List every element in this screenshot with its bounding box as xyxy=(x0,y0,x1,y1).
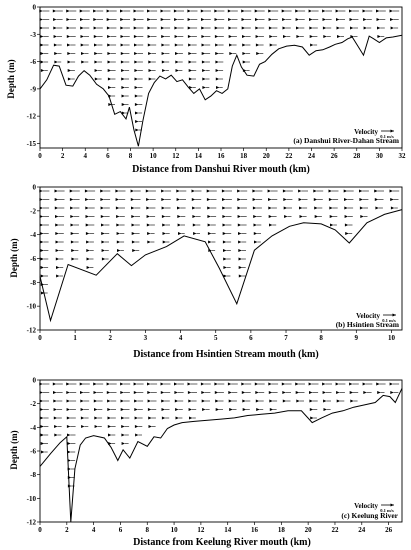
y-tick-label: -4 xyxy=(30,424,36,432)
panel-caption: (b) Hsintien Stream xyxy=(336,320,400,329)
velocity-label: Velocity xyxy=(354,128,378,136)
x-tick-label: 32 xyxy=(399,152,407,160)
y-tick-label: -6 xyxy=(30,448,36,456)
riverbed-line xyxy=(39,34,403,147)
x-tick-label: 24 xyxy=(308,152,316,160)
velocity-vectors xyxy=(39,189,400,295)
x-tick-label: 18 xyxy=(278,526,286,534)
x-tick-label: 24 xyxy=(358,526,366,534)
x-tick-label: 28 xyxy=(353,152,361,160)
velocity-scale-unit: 0.1 m/s xyxy=(380,134,394,139)
x-tick-label: 1 xyxy=(73,334,77,342)
x-tick-label: 26 xyxy=(331,152,339,160)
y-tick-label: -12 xyxy=(27,519,37,527)
y-tick-label: -10 xyxy=(27,495,37,503)
x-tick-label: 4 xyxy=(84,152,88,160)
y-tick-label: -3 xyxy=(30,31,36,39)
x-tick-label: 22 xyxy=(331,526,339,534)
x-tick-label: 8 xyxy=(319,334,323,342)
x-tick-label: 9 xyxy=(355,334,359,342)
y-axis-label: Depth (m) xyxy=(6,59,16,98)
velocity-scale-unit: 0.1 m/s xyxy=(382,318,396,323)
x-tick-label: 6 xyxy=(106,152,110,160)
y-tick-label: -9 xyxy=(30,85,36,93)
x-tick-label: 7 xyxy=(284,334,288,342)
velocity-vectors xyxy=(39,382,400,488)
x-tick-label: 18 xyxy=(240,152,248,160)
x-tick-label: 12 xyxy=(197,526,205,534)
riverbed-line xyxy=(39,388,403,523)
y-tick-label: 0 xyxy=(33,4,37,12)
x-tick-label: 14 xyxy=(195,152,203,160)
y-tick-label: -12 xyxy=(27,113,37,121)
panel-c: Depth (m) Distance from Keelung River mo… xyxy=(9,377,403,548)
y-tick-label: -8 xyxy=(30,279,36,287)
y-tick-label: -8 xyxy=(30,471,36,479)
x-axis-label: Distance from Hsintien Stream mouth (km) xyxy=(133,349,318,360)
x-tick-label: 6 xyxy=(249,334,253,342)
panel-caption: (c) Keelung River xyxy=(341,511,398,520)
x-tick-label: 12 xyxy=(172,152,180,160)
y-tick-label: -15 xyxy=(27,140,37,148)
plot-frame xyxy=(39,186,403,331)
panel-caption: (a) Danshui River-Dahan Stream xyxy=(293,136,399,145)
y-tick-label: -4 xyxy=(30,231,36,239)
x-tick-label: 0 xyxy=(38,152,42,160)
y-tick-label: -10 xyxy=(27,303,37,311)
x-tick-label: 16 xyxy=(218,152,226,160)
velocity-label: Velocity xyxy=(356,312,380,320)
y-tick-label: -6 xyxy=(30,58,36,66)
velocity-vectors xyxy=(39,9,400,132)
y-tick-label: -12 xyxy=(27,327,37,335)
x-tick-label: 0 xyxy=(38,334,42,342)
x-tick-label: 8 xyxy=(146,526,150,534)
y-tick-label: -2 xyxy=(30,207,36,215)
x-tick-label: 0 xyxy=(38,526,42,534)
x-tick-label: 4 xyxy=(92,526,96,534)
x-tick-label: 10 xyxy=(388,334,396,342)
y-tick-label: -6 xyxy=(30,255,36,263)
x-tick-label: 4 xyxy=(179,334,183,342)
x-tick-label: 30 xyxy=(376,152,384,160)
y-axis-label: Depth (m) xyxy=(9,430,19,469)
y-axis-label: Depth (m) xyxy=(9,238,19,277)
x-tick-label: 2 xyxy=(109,334,113,342)
x-axis-label: Distance from Keelung River mouth (km) xyxy=(133,537,311,548)
x-tick-label: 20 xyxy=(263,152,271,160)
velocity-label: Velocity xyxy=(354,502,378,510)
x-tick-label: 8 xyxy=(129,152,133,160)
x-tick-label: 3 xyxy=(144,334,148,342)
riverbed-line xyxy=(39,209,403,323)
y-tick-label: 0 xyxy=(33,184,37,192)
x-axis-label: Distance from Danshui River mouth (km) xyxy=(132,164,310,175)
panel-a: Depth (m) Distance from Danshui River mo… xyxy=(6,4,406,176)
x-tick-label: 2 xyxy=(65,526,69,534)
x-tick-label: 10 xyxy=(150,152,158,160)
x-tick-label: 20 xyxy=(305,526,313,534)
x-tick-label: 5 xyxy=(214,334,218,342)
x-tick-label: 6 xyxy=(119,526,123,534)
x-tick-label: 14 xyxy=(224,526,232,534)
y-tick-label: 0 xyxy=(33,377,37,385)
x-tick-label: 16 xyxy=(251,526,259,534)
panel-b: Depth (m) Distance from Hsintien Stream … xyxy=(9,184,403,360)
x-tick-label: 2 xyxy=(61,152,65,160)
x-tick-label: 10 xyxy=(171,526,179,534)
x-tick-label: 26 xyxy=(385,526,393,534)
y-tick-label: -2 xyxy=(30,400,36,408)
velocity-scale-unit: 0.1 m/s xyxy=(380,508,394,513)
x-tick-label: 22 xyxy=(285,152,293,160)
